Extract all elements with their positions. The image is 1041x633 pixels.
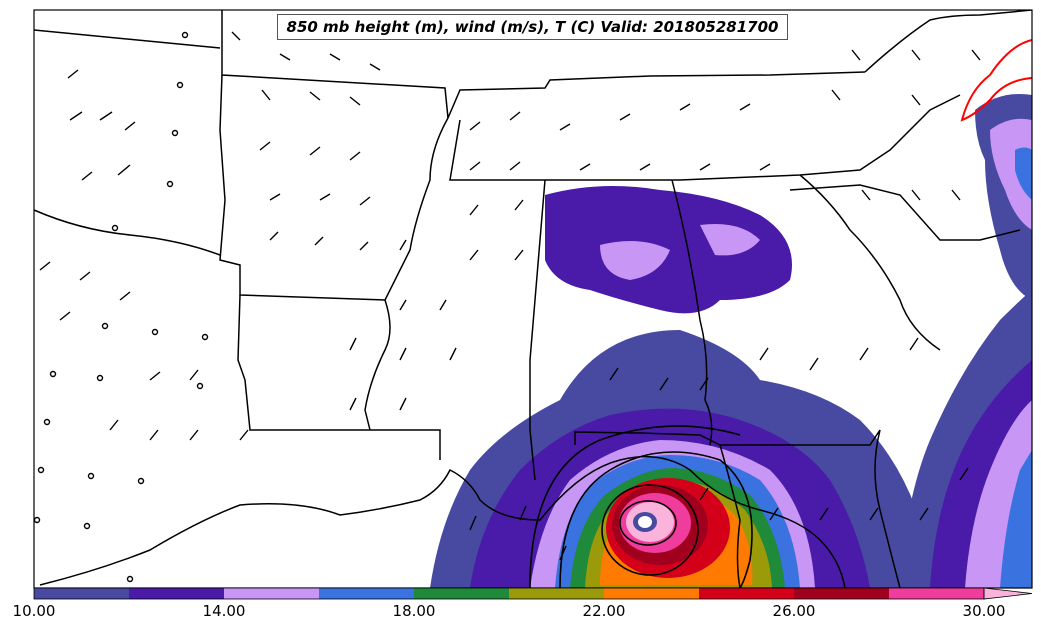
shade-north-inner bbox=[600, 241, 670, 280]
colorbar-segment bbox=[889, 588, 984, 599]
border-va-nc bbox=[864, 10, 1032, 73]
shade-ne-blob-lav bbox=[990, 118, 1032, 230]
colorbar-tick-label: 14.00 bbox=[202, 602, 246, 620]
colorbar bbox=[33, 587, 1033, 600]
colorbar-outline bbox=[33, 587, 985, 600]
border-al-ga bbox=[671, 179, 713, 446]
boundaries bbox=[34, 10, 1032, 588]
colorbar-extension bbox=[983, 587, 1033, 600]
gulf-coast bbox=[39, 455, 846, 588]
height-contour-outer bbox=[559, 451, 753, 588]
wind-barb-group-2 bbox=[231, 31, 381, 106]
wind-barb-group-9 bbox=[469, 467, 969, 561]
colorbar-segment bbox=[699, 588, 794, 599]
wind-barb-group-6 bbox=[559, 103, 771, 171]
border-nc-sc bbox=[789, 184, 1021, 241]
shade-storm-eye bbox=[638, 516, 652, 528]
colorbar-tick-label: 30.00 bbox=[962, 602, 1006, 620]
colorbar-segment bbox=[414, 588, 509, 599]
height-contour-mid bbox=[601, 484, 699, 576]
colorbar-segment bbox=[129, 588, 224, 599]
shading-layer bbox=[430, 94, 1032, 588]
border-ms-al bbox=[529, 179, 546, 481]
colorbar-segment bbox=[604, 588, 699, 599]
wind-barb-group-4 bbox=[469, 111, 524, 261]
wind-barb-group-7 bbox=[831, 49, 981, 201]
height-contour-outer2 bbox=[529, 425, 741, 588]
border-la-ms bbox=[237, 294, 441, 460]
border-fl-peninsula bbox=[874, 429, 901, 588]
colorbar-segment bbox=[794, 588, 889, 599]
border-ok-tx bbox=[34, 209, 221, 256]
calm-circles bbox=[34, 31, 209, 583]
wind-barb-group-8 bbox=[609, 337, 919, 391]
colorbar-tick-label: 22.00 bbox=[582, 602, 626, 620]
wind-barb-group-3 bbox=[259, 141, 371, 251]
border-fl-west bbox=[719, 444, 741, 588]
wind-barbs bbox=[39, 31, 981, 561]
temperature-contour-red bbox=[960, 39, 1032, 122]
border-north-2 bbox=[221, 10, 866, 119]
colorbar-segment bbox=[319, 588, 414, 599]
colorbar-segment bbox=[224, 588, 319, 599]
height-contour-inner bbox=[619, 500, 677, 546]
shade-north-inner2 bbox=[700, 224, 760, 256]
wind-barb-group-1 bbox=[67, 69, 136, 181]
border-ga-sc bbox=[799, 174, 941, 351]
colorbar-segment bbox=[34, 588, 129, 599]
map-title: 850 mb height (m), wind (m/s), T (C) Val… bbox=[277, 14, 788, 40]
height-contours bbox=[529, 425, 753, 588]
border-north-1 bbox=[34, 29, 221, 49]
shade-ne-blob-blue bbox=[1015, 147, 1032, 200]
colorbar-tick-label: 10.00 bbox=[12, 602, 56, 620]
border-mo-ar bbox=[219, 74, 386, 301]
colorbar-segment bbox=[509, 588, 604, 599]
shade-east-band-blue bbox=[1000, 450, 1032, 588]
wind-barb-group-10 bbox=[39, 261, 249, 441]
colorbar-tick-label: 18.00 bbox=[392, 602, 436, 620]
border-mississippi-river bbox=[364, 117, 449, 431]
wind-barb-group-5 bbox=[349, 239, 457, 411]
colorbar-tick-label: 26.00 bbox=[772, 602, 816, 620]
border-fl-panhandle bbox=[574, 429, 881, 446]
